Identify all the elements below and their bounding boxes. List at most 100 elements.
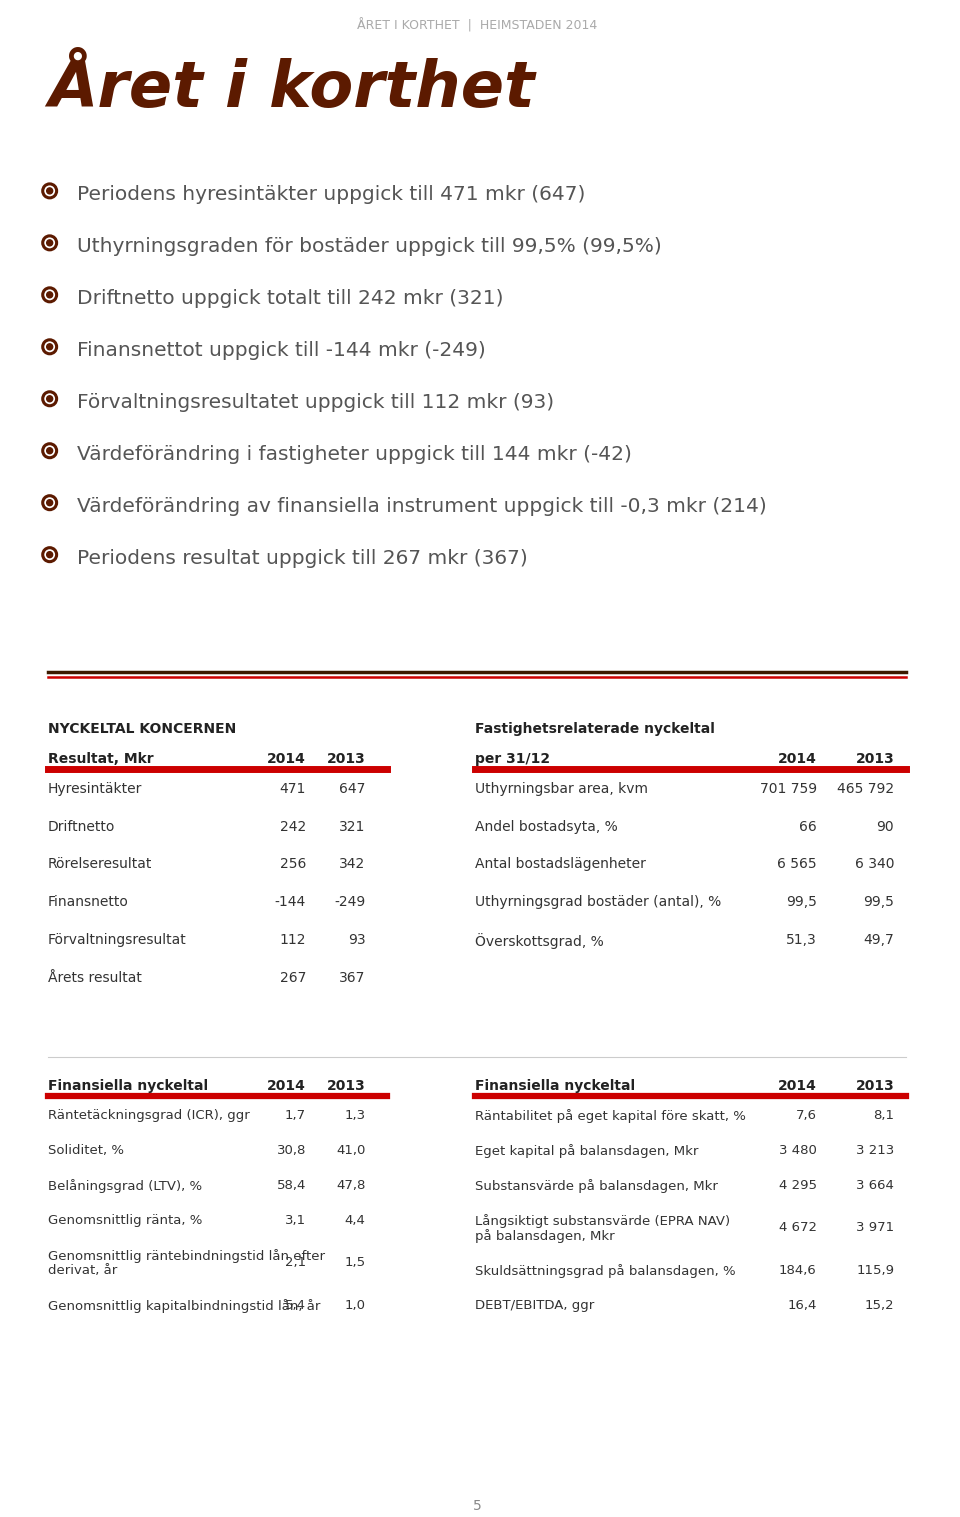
Text: 41,0: 41,0 <box>336 1144 366 1157</box>
Text: 2014: 2014 <box>778 751 817 766</box>
Text: 184,6: 184,6 <box>779 1264 817 1277</box>
Text: 2013: 2013 <box>855 751 894 766</box>
Circle shape <box>47 344 53 350</box>
Text: 47,8: 47,8 <box>336 1179 366 1192</box>
Text: Långsiktigt substansvärde (EPRA NAV): Långsiktigt substansvärde (EPRA NAV) <box>475 1214 730 1229</box>
Text: 5: 5 <box>472 1499 481 1512</box>
Text: 99,5: 99,5 <box>863 895 894 910</box>
Text: 15,2: 15,2 <box>865 1299 894 1312</box>
Text: per 31/12: per 31/12 <box>475 751 550 766</box>
Text: NYCKELTAL KONCERNEN: NYCKELTAL KONCERNEN <box>48 722 236 736</box>
Text: 367: 367 <box>339 971 366 986</box>
Text: 256: 256 <box>279 857 306 871</box>
Text: derivat, år: derivat, år <box>48 1264 117 1277</box>
Text: 2014: 2014 <box>267 751 306 766</box>
Text: 5,4: 5,4 <box>285 1299 306 1312</box>
Text: Uthyrningsbar area, kvm: Uthyrningsbar area, kvm <box>475 781 648 795</box>
Circle shape <box>47 396 53 402</box>
Text: Finansnettot uppgick till -144 mkr (-249): Finansnettot uppgick till -144 mkr (-249… <box>78 341 487 360</box>
Text: 3,1: 3,1 <box>285 1214 306 1227</box>
Text: Överskottsgrad, %: Överskottsgrad, % <box>475 933 604 950</box>
Text: 321: 321 <box>339 819 366 833</box>
Text: 3 664: 3 664 <box>856 1179 894 1192</box>
Text: Andel bostadsyta, %: Andel bostadsyta, % <box>475 819 617 833</box>
Text: -249: -249 <box>334 895 366 910</box>
Text: 3 480: 3 480 <box>779 1144 817 1157</box>
Text: 1,5: 1,5 <box>345 1256 366 1270</box>
Text: 2013: 2013 <box>855 1080 894 1094</box>
Circle shape <box>47 188 53 194</box>
Text: 58,4: 58,4 <box>276 1179 306 1192</box>
Text: 2013: 2013 <box>326 751 366 766</box>
Text: 1,0: 1,0 <box>345 1299 366 1312</box>
Text: 8,1: 8,1 <box>874 1109 894 1123</box>
Circle shape <box>47 240 53 246</box>
Text: 242: 242 <box>279 819 306 833</box>
Text: 1,7: 1,7 <box>285 1109 306 1123</box>
Text: Rörelseresultat: Rörelseresultat <box>48 857 152 871</box>
Text: Periodens resultat uppgick till 267 mkr (367): Periodens resultat uppgick till 267 mkr … <box>78 549 528 567</box>
Text: 16,4: 16,4 <box>787 1299 817 1312</box>
Text: 2014: 2014 <box>267 1080 306 1094</box>
Text: 112: 112 <box>279 933 306 948</box>
Text: Driftnetto uppgick totalt till 242 mkr (321): Driftnetto uppgick totalt till 242 mkr (… <box>78 288 504 308</box>
Text: Driftnetto: Driftnetto <box>48 819 115 833</box>
Text: 6 565: 6 565 <box>777 857 817 871</box>
Text: Genomsnittlig kapitalbindningstid lån, år: Genomsnittlig kapitalbindningstid lån, å… <box>48 1299 320 1314</box>
Text: Resultat, Mkr: Resultat, Mkr <box>48 751 154 766</box>
Text: 647: 647 <box>339 781 366 795</box>
Text: Uthyrningsgraden för bostäder uppgick till 99,5% (99,5%): Uthyrningsgraden för bostäder uppgick ti… <box>78 237 662 256</box>
Text: Periodens hyresintäkter uppgick till 471 mkr (647): Periodens hyresintäkter uppgick till 471… <box>78 185 586 203</box>
Text: 2013: 2013 <box>326 1080 366 1094</box>
Text: 701 759: 701 759 <box>759 781 817 795</box>
Circle shape <box>47 291 53 297</box>
Text: Substansvärde på balansdagen, Mkr: Substansvärde på balansdagen, Mkr <box>475 1179 718 1194</box>
Text: Räntabilitet på eget kapital före skatt, %: Räntabilitet på eget kapital före skatt,… <box>475 1109 746 1123</box>
Text: 465 792: 465 792 <box>837 781 894 795</box>
Text: 4,4: 4,4 <box>345 1214 366 1227</box>
Text: Eget kapital på balansdagen, Mkr: Eget kapital på balansdagen, Mkr <box>475 1144 698 1159</box>
Text: 1,3: 1,3 <box>345 1109 366 1123</box>
Text: 471: 471 <box>279 781 306 795</box>
Text: Förvaltningsresultat: Förvaltningsresultat <box>48 933 186 948</box>
Circle shape <box>47 499 53 505</box>
Text: 7,6: 7,6 <box>796 1109 817 1123</box>
Text: Soliditet, %: Soliditet, % <box>48 1144 124 1157</box>
Text: Uthyrningsgrad bostäder (antal), %: Uthyrningsgrad bostäder (antal), % <box>475 895 721 910</box>
Text: Värdeförändring av finansiella instrument uppgick till -0,3 mkr (214): Värdeförändring av finansiella instrumen… <box>78 496 767 516</box>
Text: Finansiella nyckeltal: Finansiella nyckeltal <box>475 1080 635 1094</box>
Circle shape <box>47 448 53 454</box>
Text: Fastighetsrelaterade nyckeltal: Fastighetsrelaterade nyckeltal <box>475 722 715 736</box>
Text: 99,5: 99,5 <box>786 895 817 910</box>
Text: Årets resultat: Årets resultat <box>48 971 141 986</box>
Text: 49,7: 49,7 <box>863 933 894 948</box>
Text: Året i korthet: Året i korthet <box>48 58 535 120</box>
Text: Genomsnittlig ränta, %: Genomsnittlig ränta, % <box>48 1214 202 1227</box>
Text: på balansdagen, Mkr: på balansdagen, Mkr <box>475 1229 614 1244</box>
Text: 2,1: 2,1 <box>285 1256 306 1270</box>
Text: 90: 90 <box>876 819 894 833</box>
Circle shape <box>47 552 53 558</box>
Text: 93: 93 <box>348 933 366 948</box>
Text: 2014: 2014 <box>778 1080 817 1094</box>
Text: 4 295: 4 295 <box>779 1179 817 1192</box>
Text: 115,9: 115,9 <box>856 1264 894 1277</box>
Text: 342: 342 <box>340 857 366 871</box>
Text: 4 672: 4 672 <box>779 1221 817 1235</box>
Text: 3 971: 3 971 <box>856 1221 894 1235</box>
Text: 51,3: 51,3 <box>786 933 817 948</box>
Text: -144: -144 <box>275 895 306 910</box>
Text: Finansnetto: Finansnetto <box>48 895 129 910</box>
Text: Förvaltningsresultatet uppgick till 112 mkr (93): Förvaltningsresultatet uppgick till 112 … <box>78 393 555 411</box>
Text: Hyresintäkter: Hyresintäkter <box>48 781 142 795</box>
Text: Skuldsättningsgrad på balansdagen, %: Skuldsättningsgrad på balansdagen, % <box>475 1264 735 1279</box>
Text: ÅRET I KORTHET  |  HEIMSTADEN 2014: ÅRET I KORTHET | HEIMSTADEN 2014 <box>357 18 597 32</box>
Text: 66: 66 <box>799 819 817 833</box>
Text: 3 213: 3 213 <box>856 1144 894 1157</box>
Text: Räntetäckningsgrad (ICR), ggr: Räntetäckningsgrad (ICR), ggr <box>48 1109 250 1123</box>
Text: Värdeförändring i fastigheter uppgick till 144 mkr (-42): Värdeförändring i fastigheter uppgick ti… <box>78 444 633 464</box>
Text: Antal bostadslägenheter: Antal bostadslägenheter <box>475 857 646 871</box>
Text: DEBT/EBITDA, ggr: DEBT/EBITDA, ggr <box>475 1299 594 1312</box>
Text: 6 340: 6 340 <box>854 857 894 871</box>
Text: 267: 267 <box>279 971 306 986</box>
